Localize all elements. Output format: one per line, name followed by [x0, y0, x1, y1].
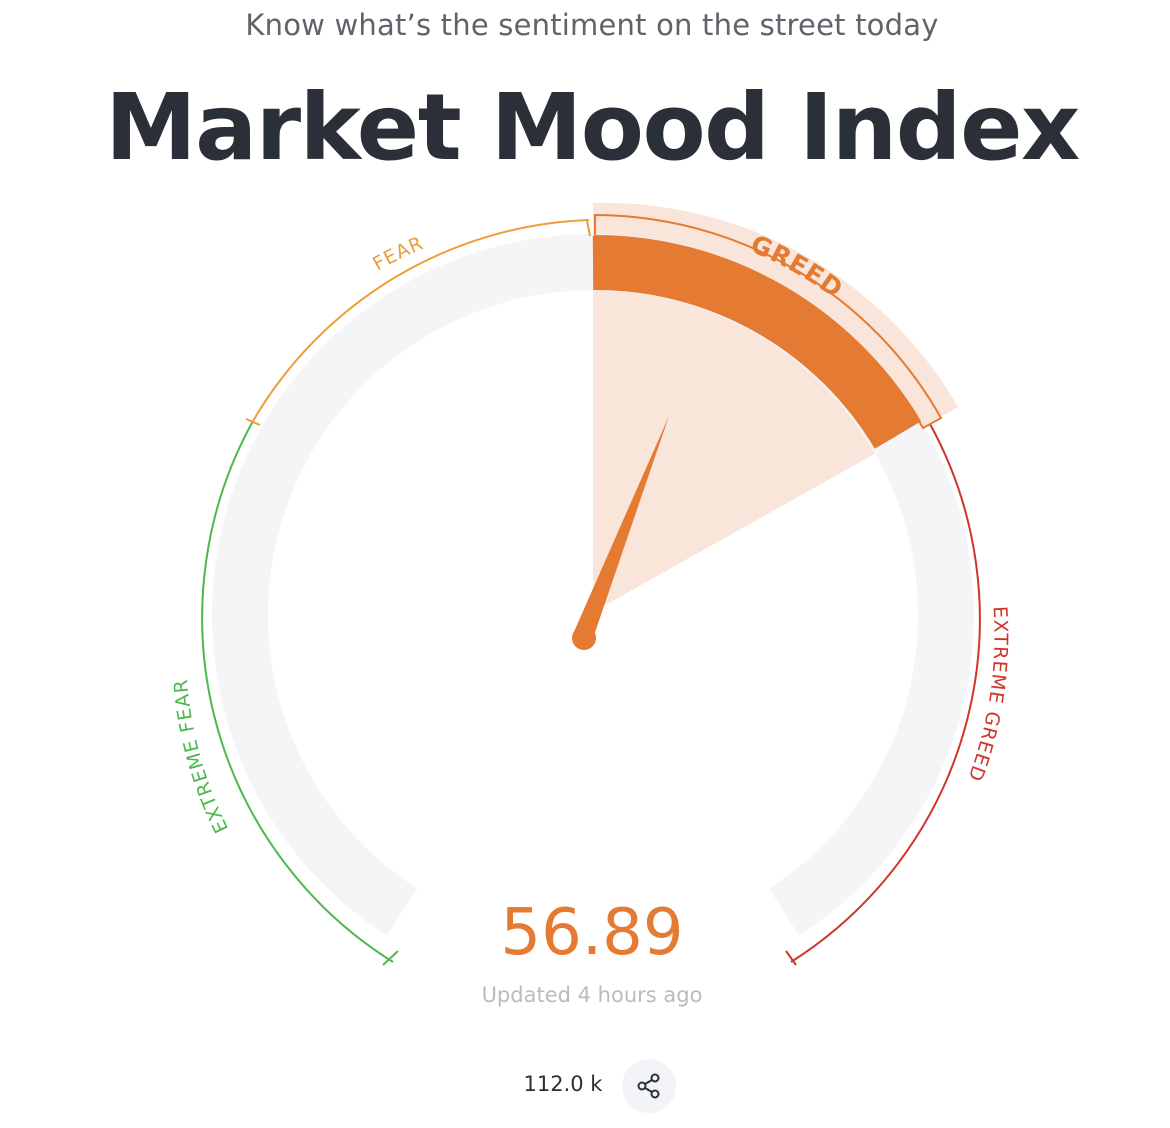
view-count: 112.0 k: [523, 1072, 603, 1096]
tick-mark: [785, 950, 797, 966]
share-icon: [637, 1073, 660, 1099]
active-zone-highlight: [593, 202, 958, 612]
page-subtitle: Know what’s the sentiment on the street …: [245, 8, 939, 42]
zone-arc-extreme-fear: [201, 420, 394, 963]
zone-label-fear: FEAR: [369, 232, 427, 275]
tick-mark: [382, 950, 399, 966]
greed-outline: [594, 213, 943, 430]
active-zone-band: [592, 235, 922, 450]
tick-mark: [245, 418, 261, 426]
mood-index-value: 56.89: [500, 896, 684, 970]
zone-arc-fear: [252, 219, 590, 422]
zone-arc-extreme-greed: [790, 423, 981, 963]
share-button[interactable]: [622, 1059, 676, 1113]
page-title: Market Mood Index: [105, 74, 1080, 181]
last-updated: Updated 4 hours ago: [481, 983, 703, 1007]
gauge-needle: [572, 416, 669, 650]
tick-mark: [586, 220, 591, 237]
